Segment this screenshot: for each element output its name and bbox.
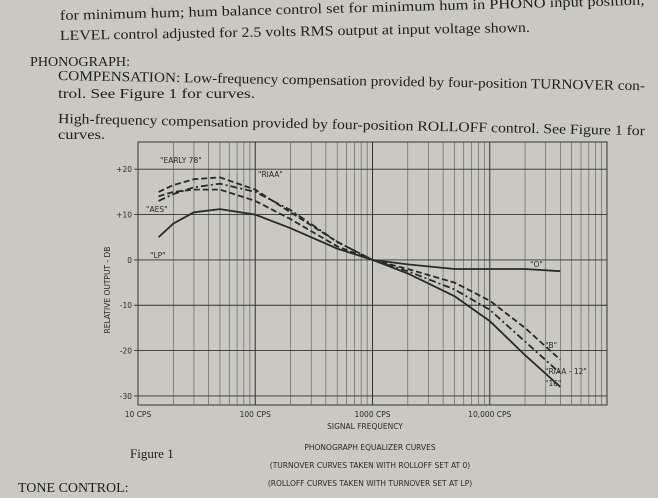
text-line: curves. bbox=[58, 128, 105, 143]
note: (TURNOVER CURVES TAKEN WITH ROLLOFF SET … bbox=[270, 461, 470, 470]
y-tick-label: -20 bbox=[120, 347, 132, 356]
figure-caption: Figure 1 bbox=[130, 446, 174, 461]
text-line: PHONOGRAPH: bbox=[30, 55, 130, 70]
y-tick-label: -30 bbox=[120, 392, 132, 401]
x-tick-label: 10,000 CPS bbox=[468, 410, 511, 419]
x-tick-label: 1000 CPS bbox=[355, 410, 391, 419]
curve bbox=[158, 188, 373, 261]
y-tick-label: +20 bbox=[116, 165, 132, 174]
text-line: LEVEL control adjusted for 2.5 volts RMS… bbox=[60, 21, 530, 44]
x-tick-label: 100 CPS bbox=[240, 410, 271, 419]
curve-label: "RIAA" bbox=[258, 170, 283, 179]
curve-label: "B" bbox=[545, 341, 557, 350]
heading: TONE CONTROL: bbox=[18, 481, 129, 496]
curve-label: "16" bbox=[545, 379, 561, 388]
note: (ROLLOFF CURVES TAKEN WITH TURNOVER SET … bbox=[268, 479, 472, 488]
x-axis-label: SIGNAL FREQUENCY bbox=[327, 422, 403, 431]
curve bbox=[158, 176, 373, 261]
curve bbox=[372, 259, 561, 374]
chart-title: PHONOGRAPH EQUALIZER CURVES bbox=[304, 443, 435, 452]
curve bbox=[158, 182, 373, 261]
curve-label: "EARLY 78" bbox=[160, 156, 202, 165]
curve bbox=[157, 208, 373, 261]
curve bbox=[372, 259, 561, 273]
y-axis-label: RELATIVE OUTPUT - DB bbox=[103, 247, 112, 334]
y-tick-label: 0 bbox=[127, 256, 132, 265]
curve-label: "LP" bbox=[150, 251, 166, 260]
text-line: High-frequency compensation provided by … bbox=[58, 112, 646, 139]
curve-label: "RIAA - 12" bbox=[545, 367, 587, 376]
text-line: for minimum hum; hum balance control set… bbox=[60, 0, 645, 24]
curve-label: "AES" bbox=[146, 205, 168, 214]
text-line: trol. See Figure 1 for curves. bbox=[58, 87, 255, 102]
curve-label: "O" bbox=[530, 260, 543, 269]
curve bbox=[372, 259, 561, 361]
x-tick-label: 10 CPS bbox=[125, 410, 152, 419]
y-tick-label: +10 bbox=[116, 211, 132, 220]
curve bbox=[372, 259, 561, 388]
y-tick-label: -10 bbox=[120, 301, 132, 310]
